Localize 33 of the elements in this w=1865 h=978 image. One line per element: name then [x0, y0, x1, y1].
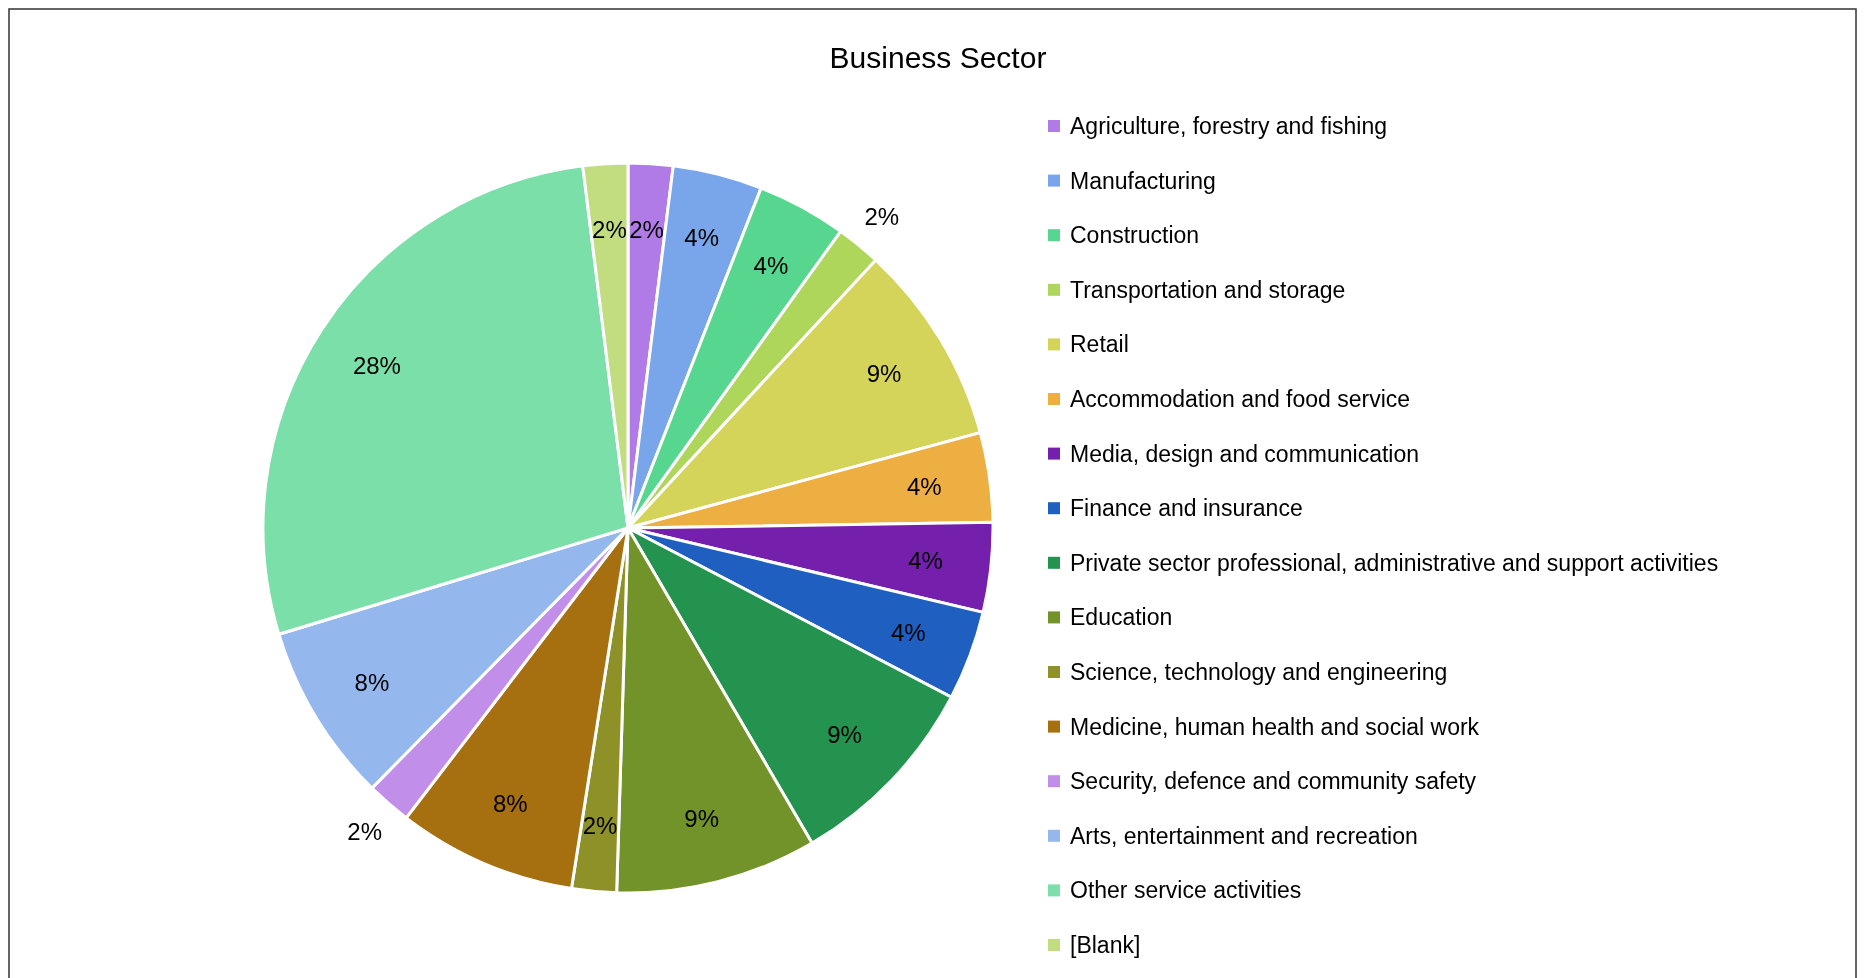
data-label: 2% — [629, 215, 664, 243]
data-label: 9% — [866, 359, 902, 387]
data-label: 4% — [908, 547, 943, 575]
data-label: 2% — [592, 215, 627, 243]
legend-label: [Blank] — [1070, 932, 1141, 958]
legend-label: Arts, entertainment and recreation — [1070, 822, 1418, 849]
data-label: 2% — [347, 817, 382, 845]
legend-label: Education — [1070, 604, 1173, 631]
legend-label: Accommodation and food service — [1070, 386, 1411, 412]
legend-label: Finance and insurance — [1070, 495, 1303, 522]
data-label: 2% — [864, 203, 900, 231]
data-label: 8% — [354, 669, 390, 697]
legend-label: Construction — [1070, 222, 1200, 249]
data-label: 28% — [352, 351, 401, 379]
data-label: 2% — [582, 812, 618, 840]
legend-label: Agriculture, forestry and fishing — [1070, 113, 1388, 139]
legend-label: Other service activities — [1070, 877, 1302, 904]
legend-label: Media, design and communication — [1070, 440, 1420, 467]
legend-label: Security, defence and community safety — [1070, 768, 1477, 795]
data-label: 4% — [907, 472, 942, 500]
legend-label: Transportation and storage — [1070, 276, 1346, 303]
legend-label: Retail — [1070, 331, 1129, 358]
data-label: 9% — [827, 721, 862, 749]
data-label: 4% — [684, 224, 720, 252]
legend-label: Science, technology and engineering — [1070, 659, 1448, 685]
data-label: 4% — [891, 619, 926, 647]
data-label: 4% — [753, 251, 789, 279]
chart-title: Business Sector — [829, 41, 1047, 74]
legend-label: Private sector professional, administrative and support activities — [1070, 549, 1719, 576]
data-label: 9% — [684, 804, 720, 832]
legend-label: Medicine, human health and social work — [1070, 713, 1480, 740]
data-label: 8% — [492, 789, 528, 817]
legend-label: Manufacturing — [1070, 167, 1216, 194]
